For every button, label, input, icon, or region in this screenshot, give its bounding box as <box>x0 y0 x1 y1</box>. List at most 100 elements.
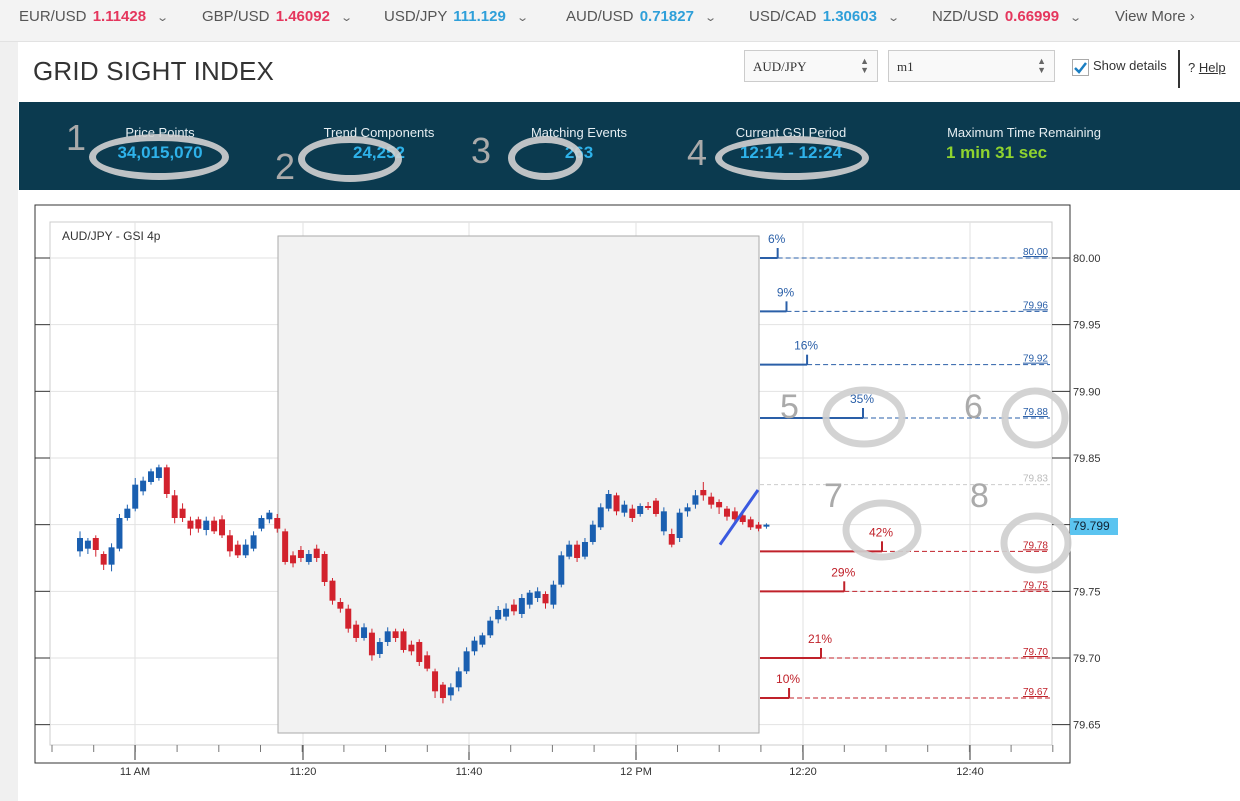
y-tick-label: 79.85 <box>1073 453 1101 465</box>
candle-body <box>140 480 147 492</box>
candle-body <box>171 495 178 518</box>
ticker-pair: EUR/USD <box>19 8 87 25</box>
view-more-link[interactable]: View More › <box>1115 8 1195 25</box>
candle-body <box>763 524 770 527</box>
show-details-label: Show details <box>1093 58 1167 73</box>
level-price: 79.88 <box>1023 407 1048 418</box>
candle <box>384 627 391 646</box>
candle <box>179 503 186 522</box>
candle-body <box>313 548 320 558</box>
candle <box>124 504 131 521</box>
stat-max-time-remaining: Maximum Time Remaining 1 min 31 sec <box>935 125 1113 163</box>
candle <box>755 521 762 532</box>
ticker-item[interactable]: EUR/USD 1.11428 ⌄ <box>19 8 169 25</box>
candle <box>266 509 273 524</box>
pair-select[interactable]: AUD/JPY ▲ ▼ <box>744 50 878 82</box>
candle <box>471 636 478 656</box>
candle-body <box>384 631 391 642</box>
candle <box>605 489 612 512</box>
ticker-item[interactable]: USD/CAD 1.30603 ⌄ <box>749 8 900 25</box>
pair-select-value: AUD/JPY <box>753 59 807 74</box>
ticker-item[interactable]: AUD/USD 0.71827 ⌄ <box>566 8 717 25</box>
page-title: GRID SIGHT INDEX <box>33 56 275 86</box>
candle-body <box>574 544 581 558</box>
show-details-checkbox[interactable] <box>1072 59 1089 76</box>
candle-body <box>629 508 636 518</box>
candle <box>716 499 723 514</box>
candle-body <box>108 547 115 565</box>
ticker-value: 0.66999 <box>1004 8 1060 25</box>
level-price: 79.67 <box>1023 687 1048 698</box>
ticker-item[interactable]: NZD/USD 0.66999 ⌄ <box>932 8 1082 25</box>
chevron-down-icon: ⌄ <box>704 12 717 24</box>
candle-body <box>668 533 675 545</box>
ticker-item[interactable]: GBP/USD 1.46092 ⌄ <box>202 8 353 25</box>
candle <box>290 551 297 568</box>
candle <box>479 632 486 648</box>
candle-body <box>305 553 312 562</box>
ticker-value: 1.11428 <box>92 8 147 25</box>
candle <box>534 587 541 602</box>
candle <box>116 513 123 552</box>
candle <box>274 513 281 533</box>
candle <box>234 540 241 558</box>
updown-arrows-icon: ▲ ▼ <box>1037 56 1046 75</box>
candle <box>581 537 588 560</box>
candle <box>676 508 683 542</box>
current-price-label: 79.799 <box>1073 519 1110 533</box>
candle <box>219 515 226 538</box>
candle <box>368 628 375 661</box>
stat-value: 1 min 31 sec <box>946 143 1048 162</box>
candle <box>613 492 620 516</box>
level-price: 80.00 <box>1023 247 1048 258</box>
candle <box>226 529 233 557</box>
ticker-bar: EUR/USD 1.11428 ⌄ GBP/USD 1.46092 ⌄ USD/JP… <box>0 0 1240 42</box>
candle-body <box>92 537 99 550</box>
candle <box>439 681 446 704</box>
chevron-down-icon: ⌄ <box>515 12 529 24</box>
candle-body <box>447 687 454 696</box>
y-tick-label: 79.65 <box>1073 720 1101 732</box>
annotation-number: 7 <box>824 477 843 515</box>
candle-body <box>124 508 131 518</box>
candle-body <box>637 505 644 514</box>
candle-body <box>353 624 360 638</box>
candle <box>739 512 746 525</box>
level-pct: 10% <box>776 672 800 686</box>
candle <box>503 603 510 621</box>
candle <box>597 503 604 530</box>
x-tick-label: 12:20 <box>789 766 817 778</box>
candle-body <box>211 520 218 532</box>
candle <box>313 544 320 562</box>
candle <box>361 623 368 641</box>
candle-body <box>645 505 652 508</box>
help-link[interactable]: ? Help <box>1188 60 1226 75</box>
candle-body <box>755 524 762 529</box>
candle <box>629 504 636 522</box>
annotation-number: 2 <box>275 146 296 187</box>
candle-body <box>266 512 273 520</box>
level-pct: 21% <box>808 632 832 646</box>
candle <box>258 515 265 532</box>
candle-body <box>455 671 462 688</box>
candle-body <box>361 627 368 638</box>
candle-body <box>203 520 210 530</box>
candle <box>282 528 289 565</box>
candle <box>416 639 423 666</box>
candle <box>645 501 652 510</box>
timeframe-select[interactable]: m1 ▲ ▼ <box>888 50 1055 82</box>
ticker-item[interactable]: USD/JPY 111.129 ⌄ <box>384 8 529 25</box>
candle-body <box>274 517 281 529</box>
candle <box>574 540 581 562</box>
candle <box>432 668 439 698</box>
x-tick-label: 12:40 <box>956 766 984 778</box>
candle-body <box>613 495 620 512</box>
y-tick-label: 80.00 <box>1073 253 1101 265</box>
candle-body <box>297 549 304 558</box>
candle-body <box>148 471 155 482</box>
y-tick-label: 79.90 <box>1073 386 1101 398</box>
candle-body <box>195 519 202 529</box>
divider <box>1178 50 1180 88</box>
x-tick-label: 11:40 <box>456 766 483 778</box>
candle-body <box>100 553 107 565</box>
